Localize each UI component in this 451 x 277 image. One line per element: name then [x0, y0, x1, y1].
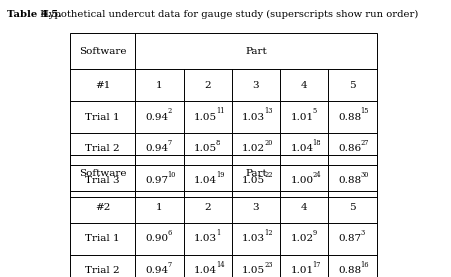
Text: 3: 3 — [361, 229, 365, 237]
Text: 1.05: 1.05 — [194, 112, 217, 122]
Text: Table 4.5.: Table 4.5. — [7, 10, 61, 19]
Text: 0.97: 0.97 — [146, 176, 169, 185]
Text: 22: 22 — [264, 171, 272, 179]
Text: 7: 7 — [168, 139, 172, 147]
Text: 3: 3 — [253, 202, 259, 212]
Text: 1.05: 1.05 — [242, 266, 265, 275]
Text: 1.03: 1.03 — [194, 234, 217, 243]
Text: 1: 1 — [156, 81, 163, 90]
Text: 0.94: 0.94 — [146, 144, 169, 153]
Text: 1.00: 1.00 — [290, 176, 313, 185]
Text: Part: Part — [245, 47, 267, 56]
Text: 1.01: 1.01 — [290, 266, 313, 275]
Text: 5: 5 — [349, 202, 356, 212]
Text: 0.87: 0.87 — [339, 234, 362, 243]
Text: 6: 6 — [168, 229, 172, 237]
Text: Trial 1: Trial 1 — [85, 112, 120, 122]
Text: 23: 23 — [264, 261, 272, 269]
Text: 1.02: 1.02 — [290, 234, 313, 243]
Text: 8: 8 — [216, 139, 220, 147]
Text: 12: 12 — [264, 229, 272, 237]
Text: 13: 13 — [264, 107, 272, 115]
Text: 1.02: 1.02 — [242, 144, 265, 153]
Text: 1.04: 1.04 — [290, 144, 313, 153]
Text: Software: Software — [79, 169, 126, 178]
Text: 27: 27 — [361, 139, 369, 147]
Text: Trial 1: Trial 1 — [85, 234, 120, 243]
Text: 1.05: 1.05 — [194, 144, 217, 153]
Text: 1.04: 1.04 — [194, 176, 217, 185]
Text: 10: 10 — [168, 171, 176, 179]
Text: #2: #2 — [95, 202, 110, 212]
Text: 4: 4 — [301, 202, 308, 212]
Text: 1: 1 — [156, 202, 163, 212]
Text: 1.01: 1.01 — [290, 112, 313, 122]
Text: 20: 20 — [264, 139, 272, 147]
Text: Part: Part — [245, 169, 267, 178]
Text: 16: 16 — [361, 261, 369, 269]
Text: 14: 14 — [216, 261, 225, 269]
Text: 5: 5 — [312, 107, 317, 115]
Text: 0.86: 0.86 — [339, 144, 362, 153]
Text: 2: 2 — [168, 107, 172, 115]
Text: 5: 5 — [349, 81, 356, 90]
Text: 7: 7 — [168, 261, 172, 269]
Text: 30: 30 — [361, 171, 369, 179]
Text: 24: 24 — [312, 171, 321, 179]
Text: 4: 4 — [301, 81, 308, 90]
Text: 18: 18 — [312, 139, 321, 147]
Text: 2: 2 — [204, 81, 211, 90]
Text: 17: 17 — [312, 261, 321, 269]
Text: 9: 9 — [312, 229, 317, 237]
Text: 1.03: 1.03 — [242, 234, 265, 243]
Text: 0.94: 0.94 — [146, 112, 169, 122]
Text: 2: 2 — [204, 202, 211, 212]
Text: 1: 1 — [216, 229, 220, 237]
Text: 11: 11 — [216, 107, 224, 115]
Text: 3: 3 — [253, 81, 259, 90]
Text: 1.05: 1.05 — [242, 176, 265, 185]
Text: 0.94: 0.94 — [146, 266, 169, 275]
Text: 1.04: 1.04 — [194, 266, 217, 275]
Text: 15: 15 — [361, 107, 369, 115]
Text: 0.88: 0.88 — [339, 176, 362, 185]
Text: 0.90: 0.90 — [146, 234, 169, 243]
Text: Hypothetical undercut data for gauge study (superscripts show run order): Hypothetical undercut data for gauge stu… — [37, 10, 419, 19]
Text: Trial 3: Trial 3 — [85, 176, 120, 185]
Text: Software: Software — [79, 47, 126, 56]
Bar — [70, 155, 377, 277]
Bar — [70, 33, 377, 197]
Text: Trial 2: Trial 2 — [85, 266, 120, 275]
Text: #1: #1 — [95, 81, 110, 90]
Text: 0.88: 0.88 — [339, 112, 362, 122]
Text: 19: 19 — [216, 171, 224, 179]
Text: Trial 2: Trial 2 — [85, 144, 120, 153]
Text: 0.88: 0.88 — [339, 266, 362, 275]
Text: 1.03: 1.03 — [242, 112, 265, 122]
